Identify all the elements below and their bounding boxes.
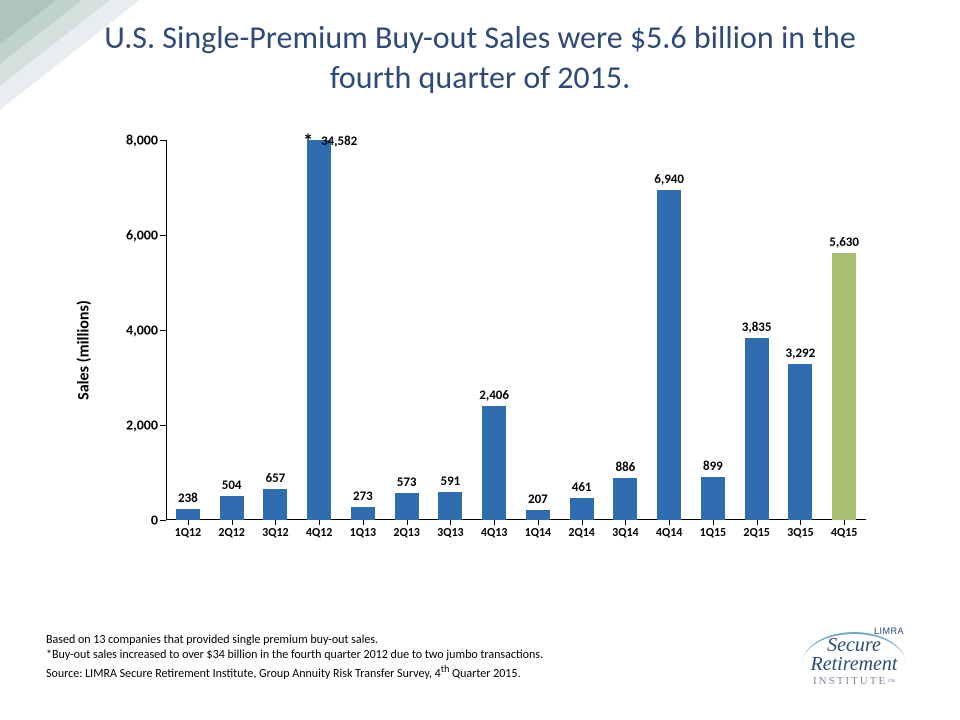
x-category-label: 2Q14 (562, 526, 602, 540)
y-tick-label: 4,000 (98, 322, 158, 339)
x-tick (407, 520, 408, 525)
bar-value-label: 34,582 (309, 134, 369, 149)
x-tick (800, 520, 801, 525)
bar (220, 496, 244, 520)
plot-area: 02,0004,0006,0008,000 23850465734,582*27… (166, 140, 866, 520)
x-category-label: 3Q12 (255, 526, 295, 540)
x-tick (625, 520, 626, 525)
x-tick (538, 520, 539, 525)
x-category-label: 2Q12 (212, 526, 252, 540)
x-category-label: 4Q13 (474, 526, 514, 540)
x-category-label: 3Q13 (430, 526, 470, 540)
bar-value-label: 886 (605, 460, 645, 475)
logo-line2: Retirement (784, 655, 924, 674)
x-axis-categories: 1Q12 2Q123Q12 4Q12 1Q13 2Q133Q13 4Q13 1Q14 2Q14… (166, 526, 866, 546)
bar (657, 190, 681, 520)
x-category-label: 3Q15 (780, 526, 820, 540)
footnote-3: Source: LIMRA Secure Retirement Institut… (46, 663, 543, 682)
footnotes: Based on 13 companies that provided sing… (46, 633, 543, 682)
bar-value-label: 591 (430, 474, 470, 489)
bar (482, 406, 506, 520)
truncated-marker: * (303, 130, 313, 154)
x-tick (232, 520, 233, 525)
bar-value-label: 461 (562, 480, 602, 495)
bar-value-label: 273 (343, 489, 383, 504)
chart-title: U.S. Single-Premium Buy-out Sales were $… (60, 18, 900, 98)
footnote-2: *Buy-out sales increased to over $34 bil… (46, 648, 543, 663)
x-tick (450, 520, 451, 525)
y-tick-label: 2,000 (98, 417, 158, 434)
bar (176, 509, 200, 520)
footnote-1: Based on 13 companies that provided sing… (46, 633, 543, 648)
x-tick (275, 520, 276, 525)
bar (570, 498, 594, 520)
limra-logo: LIMRA Secure Retirement INSTITUTE™ (784, 626, 924, 688)
y-tick-label: 0 (98, 512, 158, 529)
bar-value-label: 3,835 (737, 320, 777, 335)
x-tick (713, 520, 714, 525)
x-category-label: 1Q15 (693, 526, 733, 540)
x-tick (319, 520, 320, 525)
bar (526, 510, 550, 520)
x-tick (188, 520, 189, 525)
x-tick (494, 520, 495, 525)
x-category-label: 1Q13 (343, 526, 383, 540)
y-tick (160, 520, 166, 521)
bar-value-label: 5,630 (824, 235, 864, 250)
bar-value-label: 207 (518, 492, 558, 507)
bar-value-label: 238 (168, 491, 208, 506)
bar-value-label: 3,292 (780, 346, 820, 361)
x-category-label: 3Q14 (605, 526, 645, 540)
bar (395, 493, 419, 520)
bar (788, 364, 812, 520)
x-tick (844, 520, 845, 525)
bar-value-label: 899 (693, 459, 733, 474)
x-category-label: 1Q12 (168, 526, 208, 540)
x-category-label: 1Q14 (518, 526, 558, 540)
bar (832, 253, 856, 520)
x-category-label: 4Q12 (299, 526, 339, 540)
bar (307, 140, 331, 520)
bar-value-label: 6,940 (649, 172, 689, 187)
x-tick (757, 520, 758, 525)
bar-value-label: 2,406 (474, 388, 514, 403)
bar (701, 477, 725, 520)
y-axis-label: Sales (millions) (75, 300, 94, 400)
bar (613, 478, 637, 520)
bar (263, 489, 287, 520)
y-tick-label: 6,000 (98, 227, 158, 244)
logo-line3: INSTITUTE™ (784, 675, 924, 687)
bar-value-label: 657 (255, 471, 295, 486)
bar-chart: Sales (millions) 02,0004,0006,0008,000 2… (80, 130, 880, 570)
y-tick-label: 8,000 (98, 132, 158, 149)
x-category-label: 4Q15 (824, 526, 864, 540)
bar (745, 338, 769, 520)
bar-value-label: 504 (212, 478, 252, 493)
x-tick (582, 520, 583, 525)
x-category-label: 2Q15 (737, 526, 777, 540)
bar (351, 507, 375, 520)
bar-value-label: 573 (387, 475, 427, 490)
bar (438, 492, 462, 520)
x-category-label: 4Q14 (649, 526, 689, 540)
x-category-label: 2Q13 (387, 526, 427, 540)
x-tick (669, 520, 670, 525)
x-tick (363, 520, 364, 525)
